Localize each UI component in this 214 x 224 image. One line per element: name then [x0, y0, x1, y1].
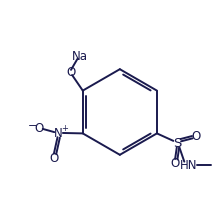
Text: O: O — [49, 151, 58, 164]
Text: N: N — [54, 127, 62, 140]
Text: Na: Na — [71, 50, 88, 63]
Text: O: O — [192, 130, 201, 143]
Text: O: O — [66, 66, 76, 79]
Text: O: O — [34, 122, 43, 135]
Text: S: S — [173, 137, 181, 150]
Text: +: + — [61, 124, 68, 133]
Text: HN: HN — [180, 159, 198, 172]
Text: −: − — [28, 121, 38, 131]
Text: O: O — [171, 157, 180, 170]
